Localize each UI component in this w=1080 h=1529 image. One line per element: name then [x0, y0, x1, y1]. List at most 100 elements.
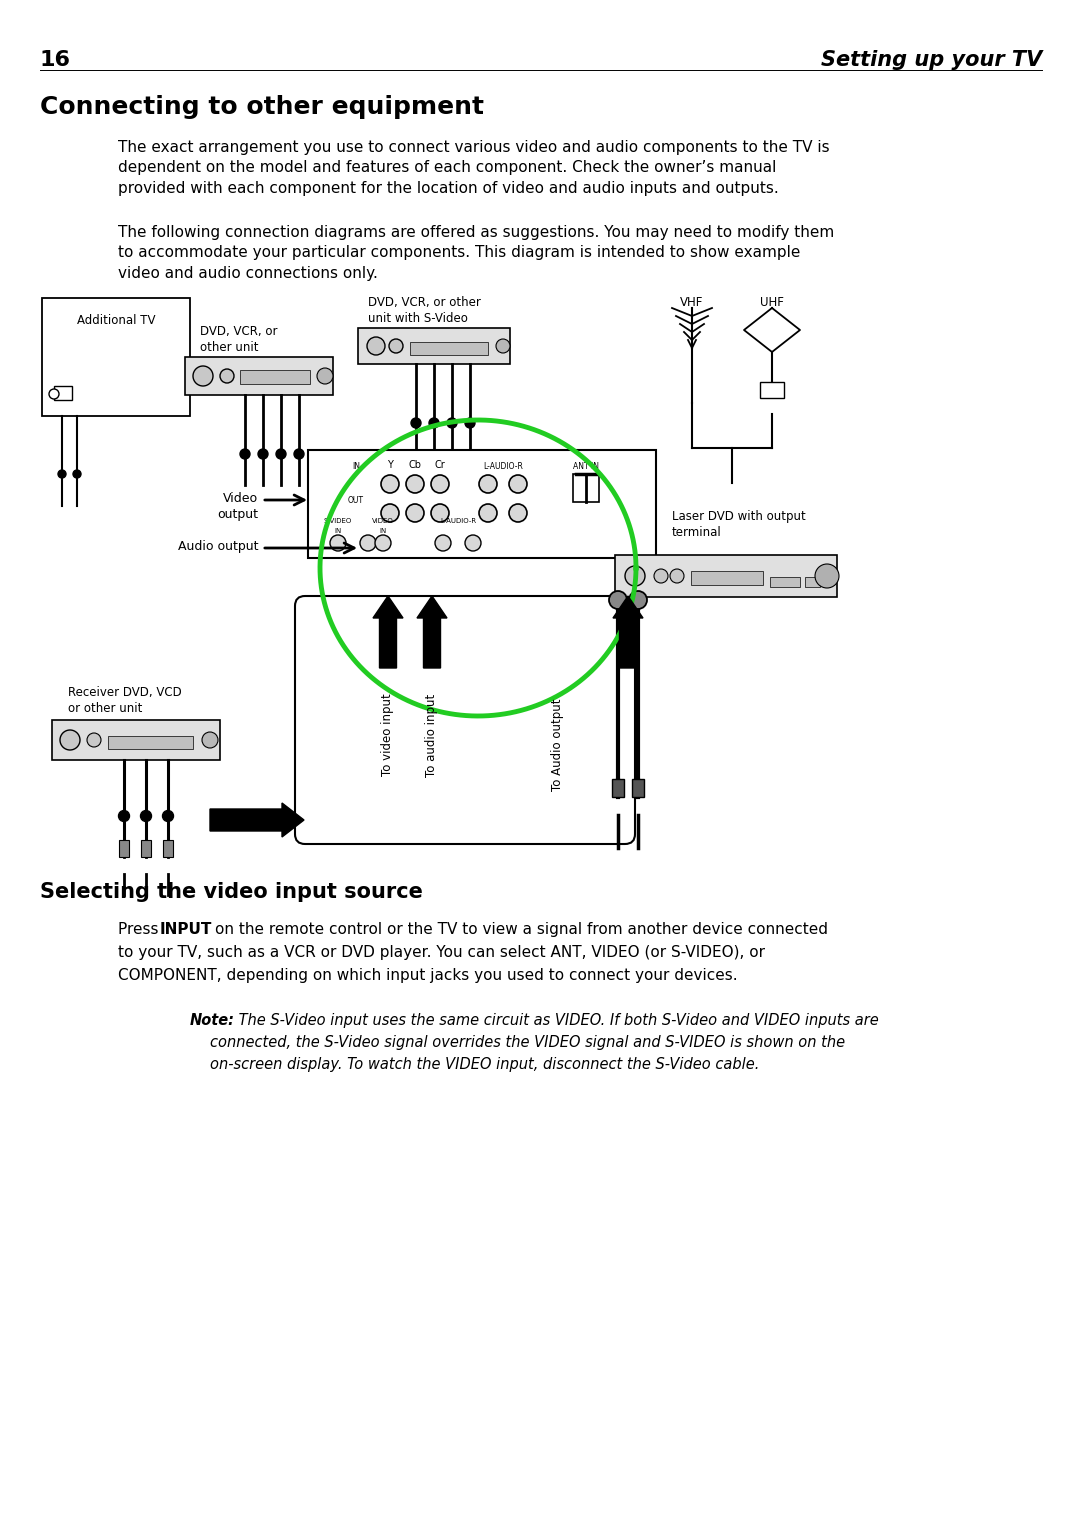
FancyArrow shape: [373, 596, 403, 668]
FancyBboxPatch shape: [295, 596, 635, 844]
Circle shape: [480, 505, 497, 521]
Text: L-AUDIO-R: L-AUDIO-R: [440, 518, 476, 524]
Text: The exact arrangement you use to connect various video and audio components to t: The exact arrangement you use to connect…: [118, 141, 829, 196]
Circle shape: [389, 339, 403, 353]
Circle shape: [670, 569, 684, 583]
Text: OUT: OUT: [348, 495, 364, 505]
Circle shape: [87, 732, 102, 748]
Bar: [615, 555, 837, 596]
Bar: [163, 839, 173, 856]
Circle shape: [220, 368, 234, 382]
Text: The following connection diagrams are offered as suggestions. You may need to mo: The following connection diagrams are of…: [118, 225, 834, 281]
FancyArrow shape: [210, 803, 303, 836]
Circle shape: [318, 368, 333, 384]
Circle shape: [381, 476, 399, 492]
Text: Additional TV: Additional TV: [77, 313, 156, 327]
Circle shape: [73, 469, 81, 479]
Circle shape: [49, 388, 59, 399]
Text: S-VIDEO: S-VIDEO: [324, 518, 352, 524]
Circle shape: [193, 365, 213, 385]
Circle shape: [367, 336, 384, 355]
Text: Laser DVD with output
terminal: Laser DVD with output terminal: [672, 511, 806, 540]
Circle shape: [240, 450, 249, 459]
Text: COMPONENT, depending on which input jacks you used to connect your devices.: COMPONENT, depending on which input jack…: [118, 968, 738, 983]
Circle shape: [480, 476, 497, 492]
Circle shape: [654, 569, 669, 583]
Circle shape: [509, 476, 527, 492]
Circle shape: [375, 535, 391, 550]
Circle shape: [625, 566, 645, 586]
Text: Selecting the video input source: Selecting the video input source: [40, 882, 423, 902]
Text: DVD, VCR, or
other unit: DVD, VCR, or other unit: [200, 326, 278, 355]
Text: To Audio output: To Audio output: [552, 699, 565, 790]
Bar: [52, 720, 220, 760]
Text: Setting up your TV: Setting up your TV: [821, 50, 1042, 70]
Circle shape: [411, 417, 421, 428]
Bar: [410, 342, 488, 355]
Text: Press: Press: [118, 922, 163, 937]
Circle shape: [276, 450, 286, 459]
Text: DVD, VCR, or other
unit with S-Video: DVD, VCR, or other unit with S-Video: [368, 297, 481, 326]
Circle shape: [429, 417, 438, 428]
Circle shape: [431, 476, 449, 492]
Text: Cr: Cr: [434, 460, 445, 469]
Text: IN: IN: [379, 528, 387, 534]
FancyArrow shape: [613, 596, 643, 668]
Circle shape: [58, 469, 66, 479]
Circle shape: [815, 564, 839, 589]
Bar: [632, 778, 644, 797]
Circle shape: [509, 505, 527, 521]
Text: 16: 16: [40, 50, 71, 70]
Text: on-screen display. To watch the VIDEO input, disconnect the S-Video cable.: on-screen display. To watch the VIDEO in…: [210, 1057, 759, 1072]
Text: Connecting to other equipment: Connecting to other equipment: [40, 95, 484, 119]
Circle shape: [629, 592, 647, 609]
Bar: [42, 298, 190, 416]
Bar: [185, 356, 333, 394]
Circle shape: [496, 339, 510, 353]
Text: Audio output: Audio output: [177, 540, 258, 553]
Text: ANT IN: ANT IN: [573, 462, 599, 471]
Circle shape: [60, 729, 80, 751]
Circle shape: [162, 810, 174, 821]
Circle shape: [202, 732, 218, 748]
Bar: [357, 329, 510, 364]
Text: on the remote control or the TV to view a signal from another device connected: on the remote control or the TV to view …: [215, 922, 828, 937]
FancyArrow shape: [417, 596, 447, 668]
Text: Note:: Note:: [190, 1014, 235, 1027]
Bar: [240, 370, 310, 384]
Text: To audio input: To audio input: [426, 693, 438, 777]
Circle shape: [435, 535, 451, 550]
Circle shape: [258, 450, 268, 459]
Bar: [108, 735, 193, 749]
Text: connected, the S-Video signal overrides the VIDEO signal and S-VIDEO is shown on: connected, the S-Video signal overrides …: [210, 1035, 846, 1050]
Circle shape: [381, 505, 399, 521]
Bar: [119, 839, 129, 856]
Bar: [770, 576, 800, 587]
Circle shape: [406, 476, 424, 492]
Circle shape: [406, 505, 424, 521]
Text: to your TV, such as a VCR or DVD player. You can select ANT, VIDEO (or S-VIDEO),: to your TV, such as a VCR or DVD player.…: [118, 945, 765, 960]
Text: IN: IN: [335, 528, 341, 534]
Text: Cb: Cb: [408, 460, 421, 469]
Text: Y: Y: [387, 460, 393, 469]
Circle shape: [465, 417, 475, 428]
Circle shape: [609, 592, 627, 609]
Bar: [54, 385, 72, 401]
Text: UHF: UHF: [760, 297, 784, 309]
Text: IN: IN: [352, 462, 360, 471]
Bar: [141, 839, 151, 856]
Bar: [691, 570, 762, 586]
Text: Receiver DVD, VCD
or other unit: Receiver DVD, VCD or other unit: [68, 687, 181, 716]
Bar: [573, 474, 599, 502]
Text: L-AUDIO-R: L-AUDIO-R: [483, 462, 523, 471]
Circle shape: [140, 810, 151, 821]
Text: The S-Video input uses the same circuit as VIDEO. If both S-Video and VIDEO inpu: The S-Video input uses the same circuit …: [234, 1014, 879, 1027]
Circle shape: [119, 810, 130, 821]
Bar: [760, 382, 784, 398]
Circle shape: [360, 535, 376, 550]
Text: VIDEO: VIDEO: [373, 518, 394, 524]
Bar: [805, 576, 820, 587]
Text: VHF: VHF: [680, 297, 704, 309]
Text: Video
output: Video output: [217, 492, 258, 521]
Circle shape: [447, 417, 457, 428]
